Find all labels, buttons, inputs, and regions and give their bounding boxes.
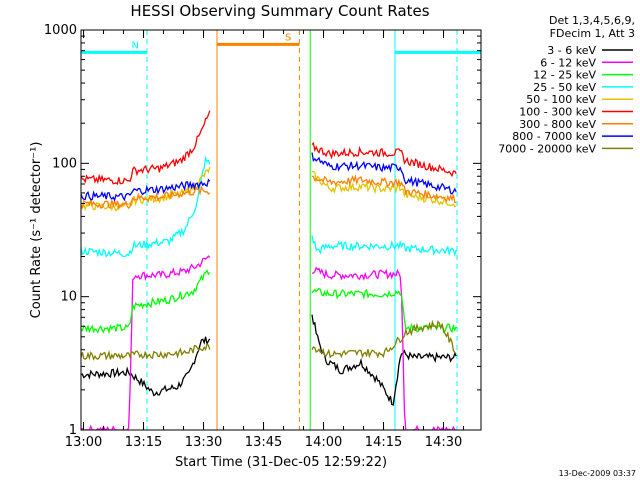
x-axis-label: Start Time (31-Dec-05 12:59:22) [175, 455, 387, 470]
legend-entry: 800 - 7000 keV [512, 130, 596, 143]
legend-entry: 100 - 300 keV [519, 106, 596, 119]
y-tick-label: 1000 [44, 23, 77, 38]
y-axis-label: Count Rate (s⁻¹ detector⁻¹) [29, 142, 44, 319]
series-line [81, 173, 457, 211]
chart-title: HESSI Observing Summary Count Rates [130, 2, 429, 20]
legend-entry: 7000 - 20000 keV [498, 142, 596, 155]
legend-entry: 300 - 800 keV [519, 118, 596, 131]
plot-frame [80, 29, 482, 431]
x-tick-label: 13:30 [185, 435, 222, 450]
series-line [81, 269, 457, 335]
legend: Det 1,3,4,5,6,9, FDecim 1, Att 3 3 - 6 k… [498, 14, 635, 155]
series-line [81, 110, 457, 186]
series-line [81, 155, 457, 258]
y-tick-label: 100 [52, 156, 77, 171]
legend-header-line: Det 1,3,4,5,6,9, [549, 14, 635, 27]
series-line [81, 314, 457, 406]
legend-entry: 50 - 100 keV [526, 93, 596, 106]
legend-entry: 3 - 6 keV [547, 44, 596, 57]
x-tick-label: 14:15 [365, 435, 402, 450]
legend-header-line: FDecim 1, Att 3 [550, 27, 635, 40]
footer-timestamp: 13-Dec-2009 03:37 [559, 469, 636, 478]
series-line [81, 152, 457, 202]
y-tick-label: 1 [69, 423, 77, 438]
span-label: N [132, 40, 139, 51]
span-label: S [285, 32, 291, 43]
y-tick-label: 10 [60, 290, 77, 305]
x-tick-label: 13:15 [125, 435, 162, 450]
x-tick-label: 13:45 [245, 435, 282, 450]
series-line [81, 319, 457, 361]
x-tick-label: 13:00 [65, 435, 102, 450]
legend-entry: 6 - 12 keV [540, 56, 596, 69]
x-tick-label: 14:00 [305, 435, 342, 450]
x-tick-label: 14:30 [425, 435, 462, 450]
legend-entry: 12 - 25 keV [533, 69, 596, 82]
series-line [81, 166, 457, 212]
series-line [81, 255, 457, 430]
legend-entry: 25 - 50 keV [533, 81, 596, 94]
